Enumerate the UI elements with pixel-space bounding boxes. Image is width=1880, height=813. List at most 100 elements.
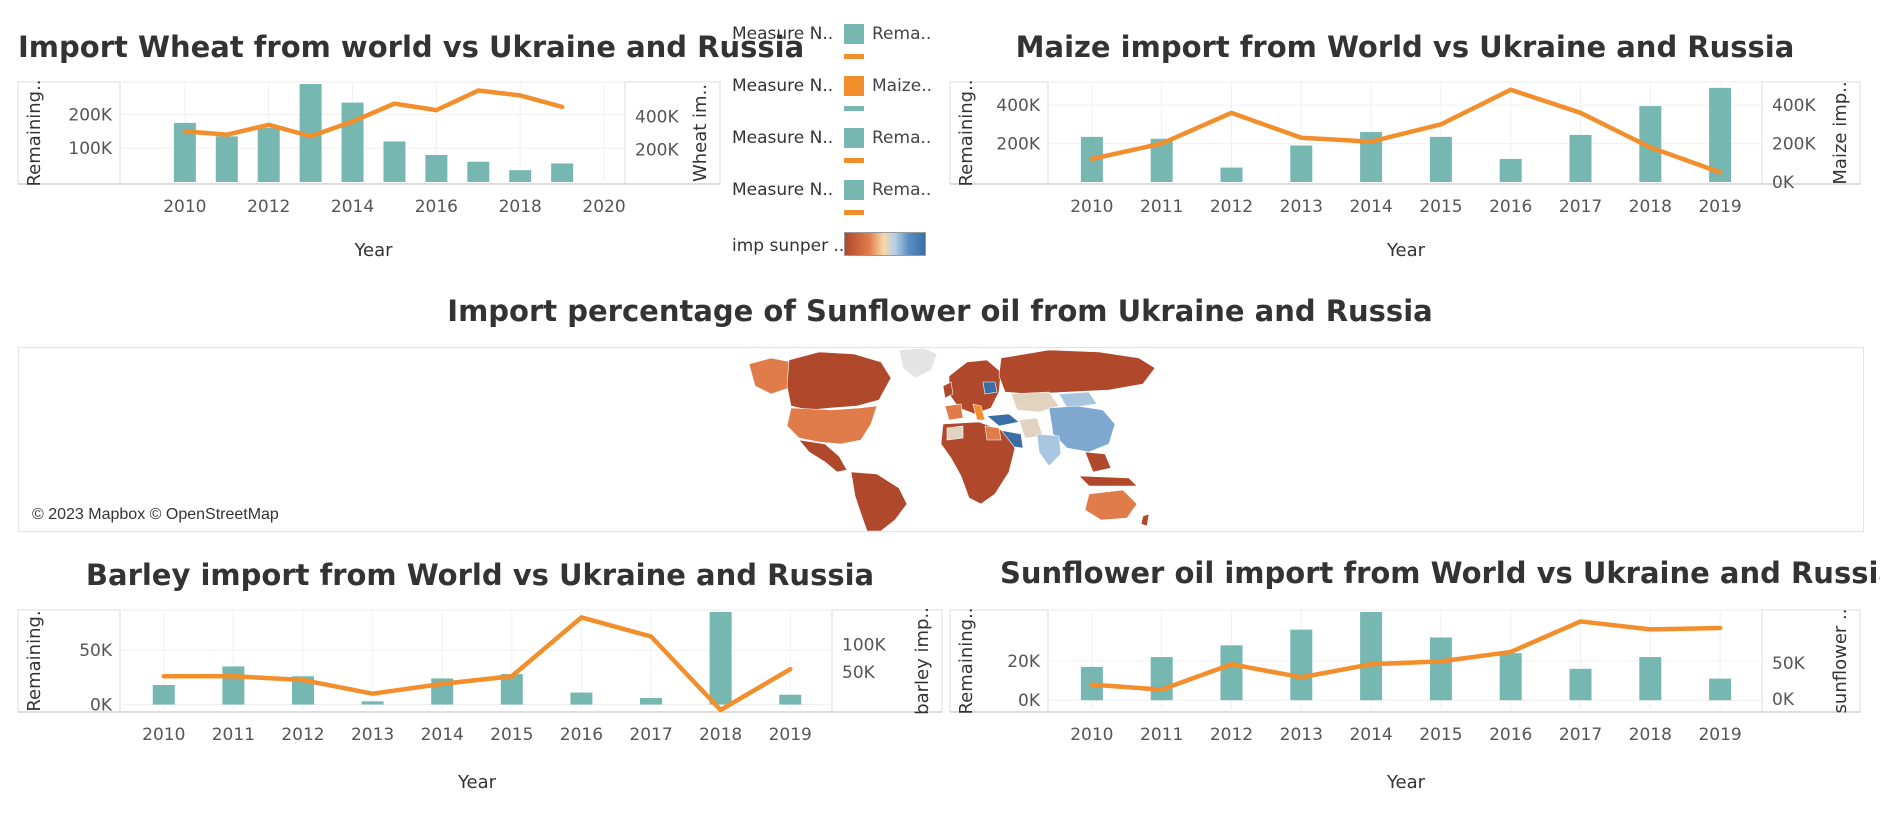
x-axis-title: Year bbox=[1386, 772, 1426, 793]
line-series bbox=[161, 615, 793, 713]
gradient-bar bbox=[844, 232, 926, 256]
maize-chart[interactable]: 2010 2011 2012 2013 2014 2015 2016 2017 2018 2019… bbox=[949, 78, 1870, 268]
barley-chart[interactable]: 2010 2011 2012 2013 2014 2015 2016 2017 2018 2019… bbox=[0, 606, 950, 806]
bar bbox=[1429, 637, 1452, 701]
y-left-tick-label: 50K bbox=[79, 641, 113, 661]
legend-line-swatch bbox=[844, 158, 864, 163]
legend-panel: Measure N.. Rema.. Measure N.. Maize.. M… bbox=[730, 18, 940, 268]
y-right-axis-title: sunflower .. bbox=[1830, 609, 1851, 714]
world-map[interactable] bbox=[19, 348, 1863, 531]
map-italy bbox=[972, 403, 986, 421]
sunflower-chart[interactable]: 2010 2011 2012 2013 2014 2015 2016 2017 2018 2019… bbox=[949, 606, 1870, 806]
x-tick-label: 2013 bbox=[351, 725, 394, 745]
y-right-tick-label: 400K bbox=[1772, 96, 1816, 116]
legend-label: Measure N.. bbox=[732, 128, 834, 148]
legend-row[interactable]: Measure N.. Maize.. bbox=[730, 70, 940, 118]
x-tick-label: 2014 bbox=[1349, 725, 1392, 745]
map-south-america bbox=[850, 471, 908, 531]
x-tick-label: 2017 bbox=[1559, 725, 1602, 745]
y-left-tick-label: 200K bbox=[68, 105, 112, 125]
legend-label: Measure N.. bbox=[732, 180, 834, 200]
x-tick-label: 2016 bbox=[415, 197, 458, 217]
x-tick-label: 2015 bbox=[490, 725, 533, 745]
bar bbox=[570, 692, 593, 705]
bar bbox=[1569, 668, 1592, 701]
color-gradient-legend[interactable]: imp sunper .. bbox=[730, 230, 940, 278]
y-right-tick-label: 50K bbox=[842, 663, 876, 683]
legend-label: Measure N.. bbox=[732, 24, 834, 44]
bar bbox=[1150, 138, 1173, 182]
legend-row[interactable]: Measure N.. Rema.. bbox=[730, 174, 940, 222]
x-tick-label: 2010 bbox=[1070, 725, 1113, 745]
x-tick-label: 2010 bbox=[1070, 197, 1113, 217]
map-uk bbox=[942, 381, 954, 399]
y-right-axis-title: Maize imp.. bbox=[1830, 81, 1851, 184]
x-tick-label: 2012 bbox=[281, 725, 324, 745]
map-poland bbox=[982, 381, 998, 395]
bar bbox=[1709, 678, 1732, 701]
bar bbox=[1639, 657, 1662, 701]
y-left-tick-label: 100K bbox=[68, 139, 112, 159]
wheat-chart[interactable]: 2010 2012 2014 2016 2018 2020 100K 200K 200K 400K… bbox=[0, 78, 730, 268]
bar bbox=[222, 666, 245, 705]
map-se-asia bbox=[1084, 451, 1112, 473]
bar bbox=[173, 122, 196, 182]
choropleth-map[interactable]: © 2023 Mapbox © OpenStreetMap bbox=[18, 347, 1864, 532]
map-new-zealand bbox=[1140, 513, 1150, 527]
bar bbox=[425, 154, 448, 182]
bar bbox=[1499, 653, 1522, 701]
x-axis-title: Year bbox=[353, 240, 393, 261]
x-tick-label: 2011 bbox=[1140, 725, 1183, 745]
y-left-axis-title: Remaining.. bbox=[956, 607, 977, 714]
x-tick-label: 2011 bbox=[1140, 197, 1183, 217]
legend-swatch bbox=[844, 180, 864, 200]
legend-row[interactable]: Measure N.. Rema.. bbox=[730, 122, 940, 170]
bar bbox=[1360, 612, 1383, 701]
y-left-tick-label: 0K bbox=[1018, 691, 1041, 711]
legend-item-text: Rema.. bbox=[872, 128, 932, 148]
x-axis-title: Year bbox=[1386, 240, 1426, 261]
x-tick-label: 2014 bbox=[421, 725, 464, 745]
y-right-tick-label: 100K bbox=[842, 636, 886, 656]
map-turkey bbox=[986, 413, 1020, 427]
legend-line-swatch bbox=[844, 54, 864, 59]
map-attribution[interactable]: © 2023 Mapbox © OpenStreetMap bbox=[29, 505, 282, 525]
maize-chart-title: Maize import from World vs Ukraine and R… bbox=[1015, 30, 1795, 64]
y-left-tick-label: 400K bbox=[996, 96, 1040, 116]
x-tick-label: 2015 bbox=[1419, 197, 1462, 217]
x-tick-label: 2012 bbox=[1210, 725, 1253, 745]
x-tick-label: 2016 bbox=[1489, 197, 1532, 217]
x-tick-label: 2020 bbox=[582, 197, 625, 217]
bar bbox=[383, 141, 406, 182]
bar bbox=[509, 170, 532, 182]
bar bbox=[1360, 132, 1383, 182]
legend-swatch bbox=[844, 76, 864, 96]
x-tick-label: 2013 bbox=[1280, 725, 1323, 745]
x-tick-label: 2010 bbox=[163, 197, 206, 217]
bar bbox=[1290, 145, 1313, 182]
bar bbox=[1569, 134, 1592, 182]
bar bbox=[299, 84, 322, 182]
map-iberia bbox=[944, 403, 964, 421]
legend-row[interactable]: Measure N.. Rema.. bbox=[730, 18, 940, 66]
map-alaska bbox=[748, 357, 792, 395]
map-australia bbox=[1084, 489, 1138, 521]
x-tick-label: 2019 bbox=[1698, 725, 1741, 745]
bar bbox=[779, 694, 802, 705]
y-right-tick-label: 400K bbox=[635, 108, 679, 128]
wheat-chart-title: Import Wheat from world vs Ukraine and R… bbox=[18, 30, 805, 64]
x-tick-label: 2018 bbox=[699, 725, 742, 745]
map-usa bbox=[786, 405, 878, 445]
map-greenland bbox=[898, 348, 938, 379]
bar bbox=[257, 127, 280, 182]
bar bbox=[1709, 87, 1732, 182]
x-tick-label: 2018 bbox=[499, 197, 542, 217]
x-tick-label: 2011 bbox=[212, 725, 255, 745]
legend-label: Measure N.. bbox=[732, 76, 834, 96]
bar bbox=[1150, 657, 1173, 701]
legend-item-text: Rema.. bbox=[872, 180, 932, 200]
bar bbox=[215, 136, 238, 182]
x-tick-label: 2019 bbox=[769, 725, 812, 745]
bar bbox=[341, 102, 364, 182]
map-mongolia bbox=[1058, 391, 1098, 409]
